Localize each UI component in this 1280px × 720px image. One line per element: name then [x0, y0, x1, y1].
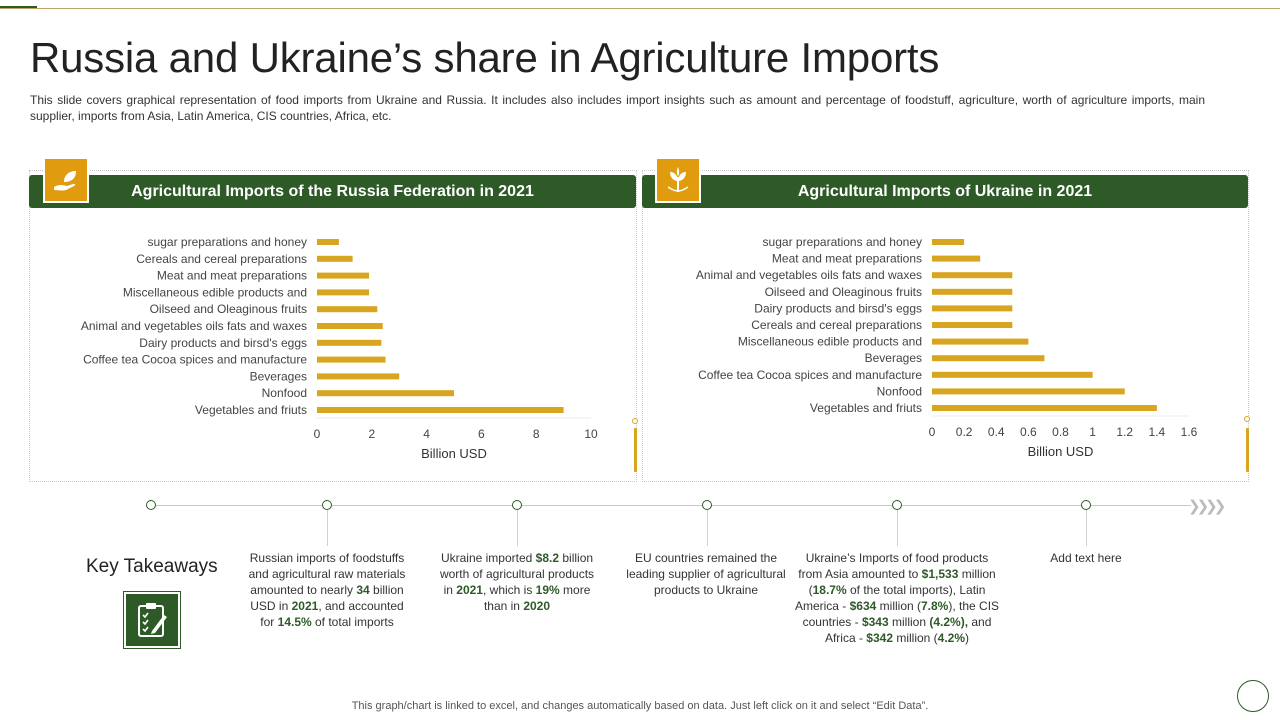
takeaway-item: EU countries remained the leading suppli…	[626, 551, 786, 597]
category-label: Cereals and cereal preparations	[751, 318, 922, 332]
ukraine-chart-title: Agricultural Imports of Ukraine in 2021	[642, 175, 1248, 208]
takeaway-item: Add text here	[1050, 551, 1122, 565]
takeaway-item: Russian imports of foodstuffs and agricu…	[248, 551, 406, 629]
bar[interactable]	[932, 288, 1013, 295]
category-label: Animal and vegetables oils fats and waxe…	[696, 268, 922, 282]
clipboard-checklist-icon	[123, 591, 181, 649]
x-axis-label: Billion USD	[421, 446, 487, 461]
bar[interactable]	[932, 355, 1045, 362]
ukraine-chart-scroll-dot[interactable]	[1244, 416, 1250, 422]
bar[interactable]	[317, 339, 382, 346]
corner-circle-icon	[1237, 680, 1269, 712]
bar[interactable]	[317, 289, 370, 296]
category-label: Oilseed and Oleaginous fruits	[150, 302, 307, 316]
bar[interactable]	[317, 306, 378, 313]
x-tick-label: 1.4	[1149, 425, 1166, 439]
category-label: Dairy products and birsd's eggs	[754, 301, 922, 315]
bar[interactable]	[317, 356, 386, 363]
bar[interactable]	[317, 272, 370, 279]
takeaway-item: Ukraine’s Imports of food products from …	[794, 551, 1000, 645]
hand-leaf-icon	[43, 157, 89, 203]
takeaway-item: Ukraine imported $8.2 billion worth of a…	[439, 551, 595, 613]
timeline-stem	[517, 510, 518, 546]
bar[interactable]	[932, 272, 1013, 279]
category-label: Meat and meat preparations	[772, 252, 922, 266]
category-label: Vegetables and friuts	[810, 401, 922, 415]
bar[interactable]	[932, 338, 1029, 345]
x-tick-label: 0.8	[1052, 425, 1069, 439]
timeline-stem	[327, 510, 328, 546]
bar[interactable]	[317, 390, 454, 397]
timeline-stem	[1086, 510, 1087, 546]
chevron-right-icon: ❯❯❯❯	[1188, 498, 1226, 515]
footer-note: This graph/chart is linked to excel, and…	[351, 700, 929, 712]
russia-bar-chart[interactable]: sugar preparations and honey Cereals and …	[30, 230, 630, 470]
category-label: Oilseed and Oleaginous fruits	[765, 285, 922, 299]
category-label: Miscellaneous edible products and	[738, 335, 922, 349]
category-label: Nonfood	[262, 386, 307, 400]
category-label: Beverages	[250, 369, 307, 383]
x-tick-label: 1	[1089, 425, 1096, 439]
timeline-stem	[707, 510, 708, 546]
top-accent-bar	[0, 6, 37, 9]
bar[interactable]	[932, 405, 1157, 411]
category-label: Coffee tea Cocoa spices and manufacture	[698, 368, 922, 382]
x-tick-label: 0.6	[1020, 425, 1037, 439]
x-tick-label: 0	[929, 425, 936, 439]
russia-chart-title: Agricultural Imports of the Russia Feder…	[29, 175, 636, 208]
bar[interactable]	[932, 322, 1013, 328]
x-tick-label: 8	[533, 427, 540, 441]
category-label: Meat and meat preparations	[157, 269, 307, 283]
key-takeaways-title: Key Takeaways	[86, 556, 218, 577]
category-label: Nonfood	[877, 384, 922, 398]
category-label: Beverages	[865, 351, 922, 365]
category-label: Dairy products and birsd's eggs	[139, 336, 307, 350]
timeline-node	[892, 500, 902, 510]
timeline-node	[512, 500, 522, 510]
x-tick-label: 0	[314, 427, 321, 441]
timeline-node	[146, 500, 156, 510]
russia-chart-scroll-handle[interactable]	[634, 428, 637, 472]
timeline-node	[702, 500, 712, 510]
slide-title: Russia and Ukraine’s share in Agricultur…	[30, 34, 940, 81]
russia-chart-panel[interactable]	[29, 170, 637, 482]
category-label: Vegetables and friuts	[195, 403, 307, 417]
x-tick-label: 0.4	[988, 425, 1005, 439]
x-axis-label: Billion USD	[1028, 444, 1094, 459]
x-tick-label: 0.2	[956, 425, 973, 439]
category-label: Cereals and cereal preparations	[136, 252, 307, 266]
category-label: sugar preparations and honey	[763, 235, 922, 249]
x-tick-label: 10	[584, 427, 598, 441]
russia-chart-scroll-dot[interactable]	[632, 418, 638, 424]
bar[interactable]	[932, 371, 1093, 378]
timeline-line	[151, 505, 1191, 506]
bar[interactable]	[932, 239, 965, 245]
timeline-node	[1081, 500, 1091, 510]
ukraine-chart-panel[interactable]	[642, 170, 1249, 482]
bar[interactable]	[317, 407, 564, 413]
timeline-stem	[897, 510, 898, 546]
bar[interactable]	[932, 388, 1125, 395]
category-label: sugar preparations and honey	[148, 235, 307, 249]
ukraine-bar-chart[interactable]: sugar preparations and honey Meat and mea…	[643, 230, 1243, 470]
x-tick-label: 1.6	[1181, 425, 1198, 439]
plant-sprout-icon	[655, 157, 701, 203]
bar[interactable]	[317, 255, 353, 262]
category-label: Miscellaneous edible products and	[123, 285, 307, 299]
bar[interactable]	[317, 239, 339, 245]
ukraine-chart-scroll-handle[interactable]	[1246, 428, 1249, 472]
x-tick-label: 2	[368, 427, 375, 441]
bar[interactable]	[932, 305, 1013, 312]
x-tick-label: 4	[423, 427, 430, 441]
category-label: Coffee tea Cocoa spices and manufacture	[83, 353, 307, 367]
bar[interactable]	[317, 373, 400, 380]
x-tick-label: 1.2	[1116, 425, 1133, 439]
bar[interactable]	[317, 323, 383, 329]
x-tick-label: 6	[478, 427, 485, 441]
timeline-node	[322, 500, 332, 510]
bar[interactable]	[932, 255, 981, 262]
category-label: Animal and vegetables oils fats and waxe…	[81, 319, 307, 333]
top-divider	[0, 8, 1280, 9]
slide-description: This slide covers graphical representati…	[30, 93, 1205, 123]
